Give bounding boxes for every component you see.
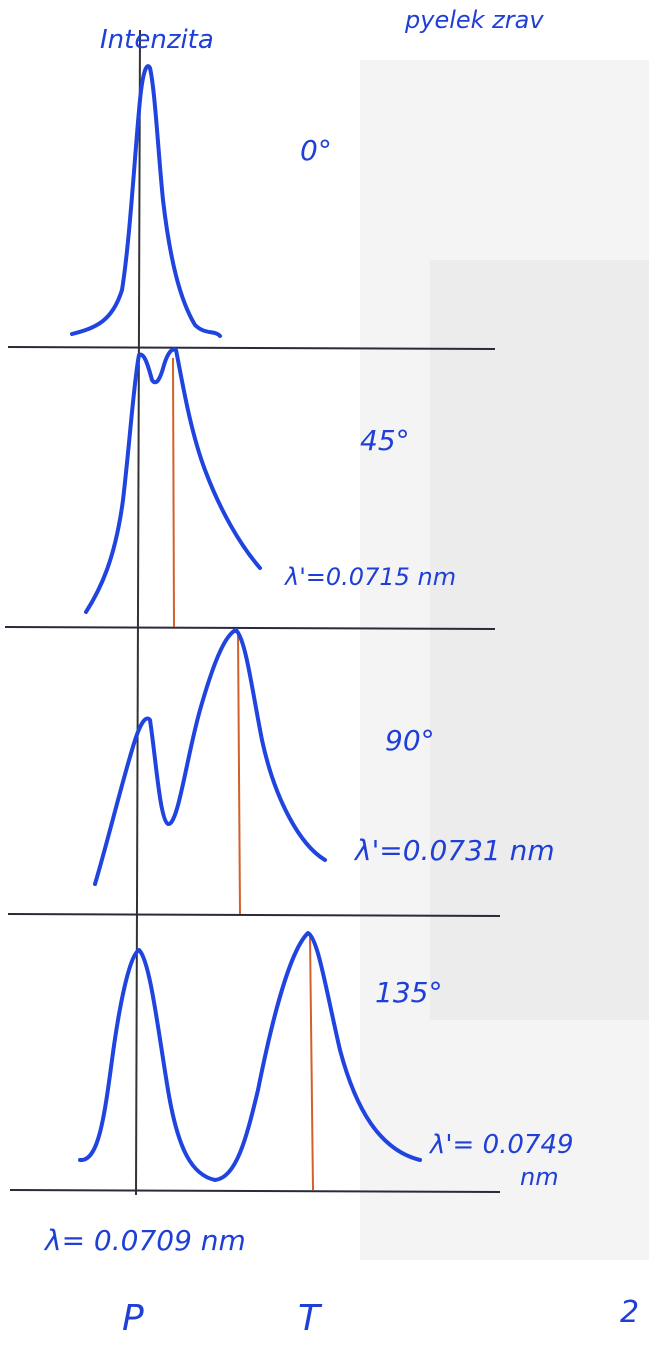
peak-label: P [122, 1298, 144, 1339]
peak-label: T [298, 1298, 323, 1339]
baseline [9, 1189, 501, 1193]
angle-label: 90° [385, 724, 435, 757]
scan-shadow [430, 260, 649, 1020]
curve-90 [93, 628, 327, 886]
baseline [4, 626, 496, 630]
curve-45 [84, 347, 262, 614]
wavelength-label: λ'=0.0715 nm [283, 563, 456, 591]
axis-label: Intenzita [100, 25, 214, 55]
wavelength-label: λ'= 0.0749 [428, 1130, 574, 1160]
angle-label: 0° [300, 134, 332, 167]
peak-marker [172, 357, 175, 628]
page-number: 2 [620, 1295, 639, 1330]
peak-marker [309, 934, 314, 1191]
intensity-axis [135, 29, 141, 1196]
wavelength-label: λ'=0.0731 nm [353, 834, 555, 867]
reference-wavelength: λ= 0.0709 nm [43, 1224, 246, 1257]
curve-0 [70, 64, 222, 338]
angle-label: 135° [375, 976, 442, 1009]
angle-label: 45° [360, 424, 410, 457]
baseline [7, 913, 501, 917]
header-fragment: pyelek zrav [404, 6, 544, 34]
peak-marker [237, 631, 241, 915]
baseline [7, 346, 496, 350]
wavelength-label: nm [520, 1163, 559, 1191]
curve-135 [78, 931, 422, 1182]
